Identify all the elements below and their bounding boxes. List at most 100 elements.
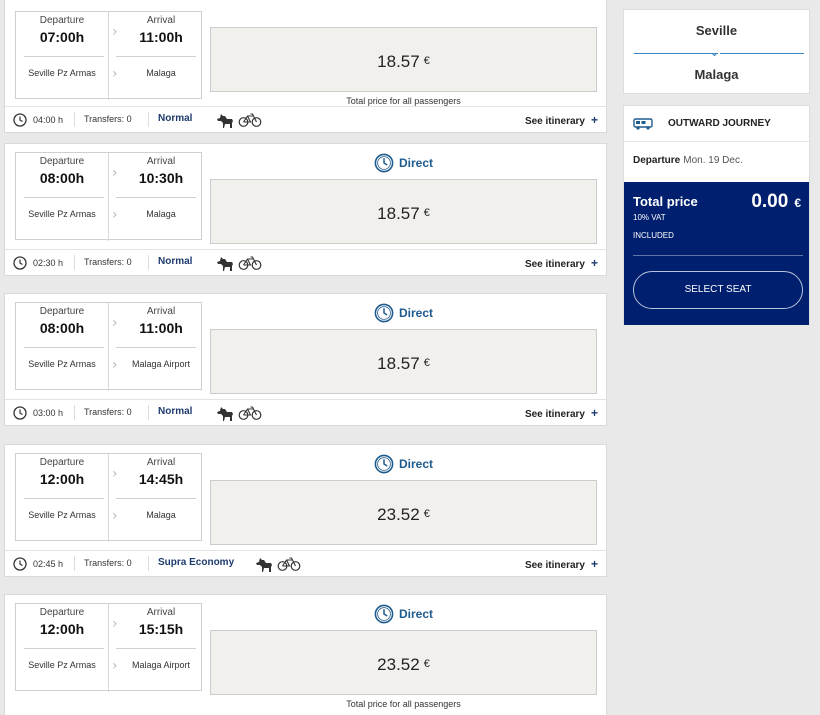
divider: [116, 56, 196, 57]
price-box[interactable]: 18.57 €: [210, 27, 597, 92]
price: 23.52 €: [211, 505, 596, 525]
price-value: 18.57: [377, 354, 420, 373]
departure-label: Departure: [39, 306, 85, 317]
result-card[interactable]: Departure 08:00h Seville Pz Armas › › Ar…: [4, 143, 607, 276]
result-card[interactable]: Departure 07:00h Seville Pz Armas › › Ar…: [4, 0, 607, 133]
departure-info: Departure Mon. 19 Dec.: [633, 155, 743, 166]
result-footer: 02:45 h Transfers: 0 Supra Economy See i…: [5, 550, 606, 576]
departure-station: Seville Pz Armas: [28, 209, 96, 219]
departure-date: Mon. 19 Dec.: [683, 155, 743, 166]
see-itinerary-label: See itinerary: [524, 259, 585, 270]
price-box[interactable]: 18.57 €: [210, 179, 597, 244]
bicycle-icon: [238, 112, 262, 128]
bus-icon: [633, 118, 653, 130]
divider: [116, 498, 196, 499]
clock-icon: [13, 406, 27, 420]
departure-label: Departure: [39, 156, 85, 167]
see-itinerary-link[interactable]: See itinerary +: [525, 113, 598, 127]
plus-icon: +: [590, 406, 598, 420]
see-itinerary-link[interactable]: See itinerary +: [525, 256, 598, 270]
price-value: 23.52: [377, 655, 420, 674]
dog-icon: [215, 254, 235, 272]
result-card[interactable]: Departure 12:00h Seville Pz Armas › › Ar…: [4, 444, 607, 577]
divider: [24, 56, 104, 57]
total-price-currency: €: [794, 196, 801, 210]
arrival-label: Arrival: [146, 15, 176, 26]
arrival-station: Malaga: [146, 209, 176, 219]
departure-time: 08:00h: [39, 170, 85, 186]
divider: [148, 112, 149, 127]
chevron-right-icon: ›: [112, 66, 118, 82]
price-box[interactable]: 23.52 €: [210, 480, 597, 545]
dog-icon: [254, 555, 274, 573]
divider: [74, 112, 75, 127]
total-price-amount: 0.00 €: [751, 191, 801, 213]
direct-badge: Direct: [374, 302, 433, 324]
divider: [116, 197, 196, 198]
price-note: Total price for all passengers: [346, 96, 461, 106]
route-divider: [634, 53, 718, 54]
clock-icon: [13, 256, 27, 270]
arrival-time: 14:45h: [138, 471, 184, 487]
arrival-station: Malaga: [146, 510, 176, 520]
clock-icon: [13, 557, 27, 571]
outward-journey-title: OUTWARD JOURNEY: [668, 118, 771, 129]
divider: [633, 255, 803, 256]
direct-label: Direct: [399, 607, 434, 621]
dog-icon: [215, 404, 235, 422]
departure-station: Seville Pz Armas: [28, 660, 96, 670]
divider: [148, 556, 149, 571]
divider: [74, 255, 75, 270]
departure-station: Seville Pz Armas: [28, 68, 96, 78]
schedule-box: Departure 08:00h Seville Pz Armas › › Ar…: [15, 152, 202, 241]
amenities: [215, 254, 262, 272]
price-box[interactable]: 23.52 €: [210, 630, 597, 695]
direct-badge: Direct: [374, 453, 433, 475]
result-footer: 03:00 h Transfers: 0 Normal See itinerar…: [5, 399, 606, 425]
result-card[interactable]: Departure 12:00h Seville Pz Armas › › Ar…: [4, 594, 607, 715]
arrival-label: Arrival: [146, 156, 176, 167]
chevron-down-icon: ⌄: [709, 45, 720, 60]
chevron-right-icon: ›: [112, 466, 118, 482]
outward-journey-panel: OUTWARD JOURNEY Departure Mon. 19 Dec. To…: [623, 105, 810, 325]
departure-time: 08:00h: [39, 320, 85, 336]
price-box[interactable]: 18.57 €: [210, 329, 597, 394]
fare-type: Normal: [158, 113, 193, 124]
departure-label: Departure: [39, 15, 85, 26]
departure-label: Departure: [39, 607, 85, 618]
bicycle-icon: [238, 255, 262, 271]
amenities: [254, 555, 301, 573]
fare-type: Normal: [158, 406, 193, 417]
departure-station: Seville Pz Armas: [28, 359, 96, 369]
divider: [116, 347, 196, 348]
see-itinerary-link[interactable]: See itinerary +: [525, 557, 598, 571]
divider: [108, 454, 109, 542]
chevron-right-icon: ›: [112, 165, 118, 181]
arrival-label: Arrival: [146, 306, 176, 317]
price-note: Total price for all passengers: [346, 699, 461, 709]
arrival-station: Malaga Airport: [131, 660, 191, 670]
transfers: Transfers: 0: [84, 257, 132, 267]
vat-label: 10% VAT: [633, 213, 666, 222]
divider: [74, 405, 75, 420]
result-footer: 04:00 h Transfers: 0 Normal See itinerar…: [5, 106, 606, 132]
fare-type: Normal: [158, 256, 193, 267]
chevron-right-icon: ›: [112, 207, 118, 223]
see-itinerary-label: See itinerary: [524, 409, 585, 420]
duration: 04:00 h: [33, 115, 64, 125]
vat-included-label: INCLUDED: [633, 231, 674, 240]
schedule-box: Departure 12:00h Seville Pz Armas › › Ar…: [15, 453, 202, 542]
departure-label: Departure: [633, 155, 681, 166]
divider: [24, 498, 104, 499]
select-seat-button[interactable]: SELECT SEAT: [633, 271, 803, 309]
route-origin: Seville: [695, 23, 738, 38]
fare-type: Supra Economy: [158, 557, 235, 568]
schedule-box: Departure 12:00h Seville Pz Armas › › Ar…: [15, 603, 202, 692]
divider: [108, 12, 109, 100]
see-itinerary-link[interactable]: See itinerary +: [525, 406, 598, 420]
departure-time: 12:00h: [39, 621, 85, 637]
departure-time: 12:00h: [39, 471, 85, 487]
direct-badge: Direct: [374, 603, 433, 625]
result-card[interactable]: Departure 08:00h Seville Pz Armas › › Ar…: [4, 293, 607, 426]
arrival-label: Arrival: [146, 607, 176, 618]
